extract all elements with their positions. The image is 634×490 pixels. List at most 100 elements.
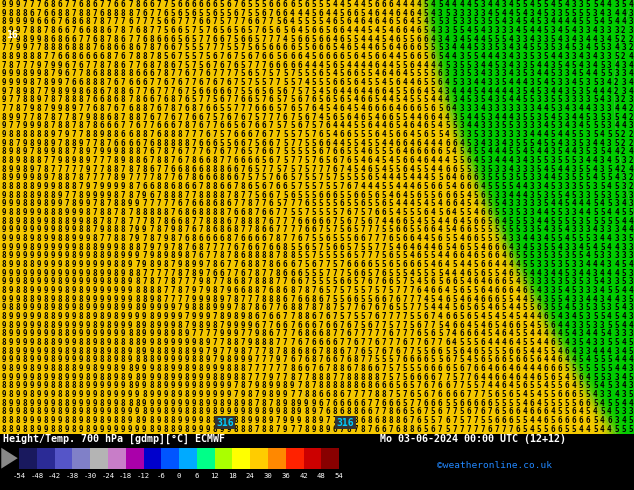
Text: 6: 6: [262, 182, 266, 191]
Text: 6: 6: [522, 355, 527, 365]
Text: 9: 9: [114, 294, 119, 304]
Text: 7: 7: [205, 329, 210, 339]
Text: 6: 6: [205, 234, 210, 243]
Text: 8: 8: [1, 173, 6, 182]
Text: 6: 6: [325, 390, 330, 399]
Text: 4: 4: [417, 156, 422, 165]
Text: 6: 6: [318, 43, 323, 52]
Text: 5: 5: [431, 408, 436, 416]
Text: 7: 7: [410, 303, 415, 313]
Text: 6: 6: [339, 147, 344, 156]
Text: 5: 5: [241, 52, 245, 61]
Text: 5: 5: [466, 286, 471, 295]
Text: 5: 5: [558, 156, 562, 165]
Text: 8: 8: [22, 355, 27, 365]
Text: 5: 5: [501, 182, 506, 191]
Text: 7: 7: [72, 173, 76, 182]
Text: -42: -42: [48, 472, 61, 479]
Text: 5: 5: [346, 78, 351, 87]
Text: 8: 8: [58, 87, 62, 96]
Text: 6: 6: [488, 277, 492, 286]
Text: 5: 5: [438, 277, 443, 286]
Text: 5: 5: [389, 373, 393, 382]
Text: 4: 4: [628, 78, 633, 87]
Text: 3: 3: [480, 165, 485, 173]
Text: 6: 6: [536, 408, 541, 416]
Text: 4: 4: [508, 78, 513, 87]
Text: 6: 6: [417, 355, 422, 365]
Text: 3: 3: [600, 156, 605, 165]
Text: 6: 6: [205, 104, 210, 113]
Text: 9: 9: [142, 260, 146, 269]
Text: 4: 4: [495, 87, 499, 96]
Text: 5: 5: [600, 69, 605, 78]
Text: 7: 7: [51, 69, 55, 78]
Text: 6: 6: [445, 355, 450, 365]
Text: 5: 5: [212, 95, 217, 104]
Text: 3: 3: [522, 52, 527, 61]
Text: 5: 5: [551, 234, 555, 243]
Text: 9: 9: [276, 381, 281, 391]
Text: 5: 5: [375, 147, 379, 156]
Text: 8: 8: [163, 425, 168, 434]
Text: 3: 3: [579, 191, 583, 199]
Text: 9: 9: [51, 329, 55, 339]
Text: 5: 5: [586, 381, 590, 391]
Text: 6: 6: [290, 61, 295, 70]
Text: 9: 9: [178, 425, 182, 434]
Text: 5: 5: [368, 139, 372, 147]
Text: 5: 5: [431, 251, 436, 260]
Text: 6: 6: [424, 364, 429, 373]
Text: 8: 8: [163, 156, 168, 165]
Text: 7: 7: [318, 173, 323, 182]
Text: 8: 8: [219, 165, 224, 173]
Text: 6: 6: [297, 294, 302, 304]
Text: 4: 4: [410, 17, 415, 26]
Text: 4: 4: [508, 191, 513, 199]
Text: 6: 6: [403, 243, 408, 252]
Text: 5: 5: [452, 17, 456, 26]
Text: 5: 5: [452, 121, 456, 130]
Text: 9: 9: [121, 251, 126, 260]
Text: 4: 4: [508, 329, 513, 339]
Text: 3: 3: [593, 8, 598, 18]
Text: 8: 8: [15, 208, 20, 217]
Text: 6: 6: [269, 208, 273, 217]
Text: 5: 5: [389, 147, 393, 156]
Text: 7: 7: [382, 312, 386, 321]
Text: 6: 6: [403, 104, 408, 113]
Text: 8: 8: [304, 347, 309, 356]
Text: 5: 5: [389, 321, 393, 330]
Text: 5: 5: [325, 61, 330, 70]
Text: 5: 5: [219, 0, 224, 9]
Text: 5: 5: [255, 95, 259, 104]
Bar: [215, 448, 233, 468]
Text: 8: 8: [156, 139, 161, 147]
Text: 4: 4: [621, 399, 626, 408]
Text: 9: 9: [114, 381, 119, 391]
Text: 7: 7: [135, 87, 139, 96]
Text: 7: 7: [353, 347, 358, 356]
Text: 4: 4: [459, 234, 463, 243]
Text: 6: 6: [93, 0, 98, 9]
Text: 6: 6: [375, 425, 379, 434]
Text: 8: 8: [29, 139, 34, 147]
Text: 5: 5: [579, 355, 583, 365]
Text: 8: 8: [100, 69, 105, 78]
Text: 7: 7: [184, 225, 189, 234]
Text: 5: 5: [473, 243, 478, 252]
Text: 4: 4: [438, 156, 443, 165]
Text: 9: 9: [22, 347, 27, 356]
Text: 3: 3: [495, 165, 499, 173]
Text: 7: 7: [459, 373, 463, 382]
Text: 9: 9: [65, 225, 69, 234]
Text: 4: 4: [417, 8, 422, 18]
Text: 8: 8: [135, 286, 139, 295]
Text: 3: 3: [522, 208, 527, 217]
Text: 6: 6: [480, 208, 485, 217]
Text: 8: 8: [283, 408, 288, 416]
Text: 6: 6: [403, 139, 408, 147]
Text: 6: 6: [86, 52, 91, 61]
Text: 9: 9: [142, 225, 146, 234]
Text: 6: 6: [304, 355, 309, 365]
